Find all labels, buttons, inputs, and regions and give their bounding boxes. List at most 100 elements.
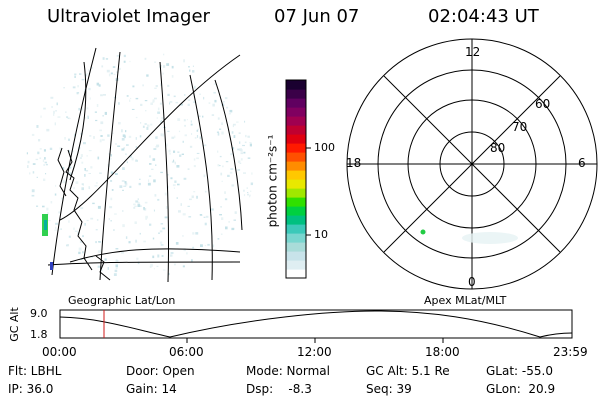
speckle (143, 208, 147, 211)
speckle (230, 153, 233, 156)
speckle (133, 203, 136, 206)
speckle (146, 126, 149, 130)
color-bar-frame (285, 79, 307, 279)
speckle (45, 163, 48, 166)
speckle (182, 140, 184, 143)
speckle (87, 116, 89, 119)
speckle (55, 222, 58, 225)
speckle (148, 179, 150, 182)
speckle (36, 205, 39, 207)
speckle (249, 142, 252, 144)
speckle (133, 206, 136, 209)
speckle (157, 198, 160, 201)
speckle (232, 124, 234, 128)
speckle (156, 144, 160, 148)
speckle (219, 214, 222, 216)
speckle (74, 73, 77, 76)
speckle (250, 190, 252, 192)
speckle (237, 148, 240, 151)
speckle (222, 165, 224, 168)
speckle (126, 144, 129, 146)
speckle (211, 114, 215, 116)
speckle (217, 164, 220, 167)
geographic-image (25, 47, 255, 283)
speckle (187, 168, 190, 170)
speckle (81, 187, 84, 191)
footer-ip: IP: 36.0 (8, 382, 54, 396)
speckle (179, 154, 182, 157)
speckle (135, 200, 139, 203)
speckle (175, 101, 179, 104)
speckle (114, 143, 117, 145)
speckle (88, 69, 90, 72)
speckle (202, 115, 204, 118)
instrument-title: Ultraviolet Imager (47, 6, 210, 27)
x-tick-label-0000: 00:00 (42, 345, 77, 359)
speckle (135, 159, 138, 161)
speckle (123, 185, 127, 187)
speckle (233, 219, 236, 221)
speckle (157, 254, 160, 258)
speckle (237, 169, 241, 171)
time-label: 02:04:43 UT (428, 6, 539, 27)
speckle (72, 191, 74, 193)
speckle (82, 235, 84, 238)
speckle (139, 135, 142, 138)
speckle (200, 244, 203, 247)
speckle (217, 150, 219, 153)
speckle (74, 133, 76, 137)
speckle (161, 255, 164, 257)
speckle (97, 205, 101, 209)
speckle (137, 261, 140, 265)
mlt-label-0: 0 (468, 275, 476, 289)
speckle (77, 85, 79, 88)
speckle (135, 137, 137, 140)
speckle (163, 53, 165, 56)
speckle (196, 135, 199, 138)
x-tick-label-2359: 23:59 (553, 345, 588, 359)
speckle (101, 65, 104, 68)
x-tick-label-1800: 18:00 (425, 345, 460, 359)
speckle (36, 176, 38, 178)
speckle (129, 155, 132, 158)
speckle (199, 214, 202, 216)
speckle (171, 75, 174, 78)
speckle (154, 61, 157, 63)
speckle (189, 69, 191, 72)
speckle (84, 89, 86, 92)
speckle (43, 149, 46, 152)
speckle (109, 157, 112, 160)
speckle (182, 235, 184, 237)
speckle (78, 247, 82, 251)
speckle (114, 213, 117, 215)
speckle (247, 193, 249, 196)
speckle (68, 138, 70, 141)
color-bar-tick-label-100: 100 (314, 141, 335, 154)
speckle (100, 269, 103, 272)
speckle (188, 216, 192, 218)
mlt-label-6: 6 (578, 156, 586, 170)
speckle (243, 194, 246, 197)
speckle (174, 161, 176, 165)
speckle (73, 187, 75, 189)
speckle (240, 158, 243, 161)
speckle (128, 135, 132, 138)
speckle (251, 172, 253, 175)
speckle (46, 207, 49, 211)
speckle (216, 131, 219, 133)
speckle (225, 226, 228, 230)
speckle (174, 135, 176, 139)
color-bar-segment (286, 269, 306, 279)
speckle (155, 146, 159, 148)
speckle (68, 220, 70, 223)
altitude-plot (59, 309, 573, 343)
speckle (72, 86, 76, 89)
speckle (74, 75, 76, 78)
speckle (88, 173, 91, 174)
speckle (90, 166, 93, 169)
speckle (100, 121, 104, 125)
speckle (153, 179, 156, 183)
speckle (84, 223, 86, 226)
speckle (125, 236, 128, 239)
speckle (137, 202, 140, 204)
